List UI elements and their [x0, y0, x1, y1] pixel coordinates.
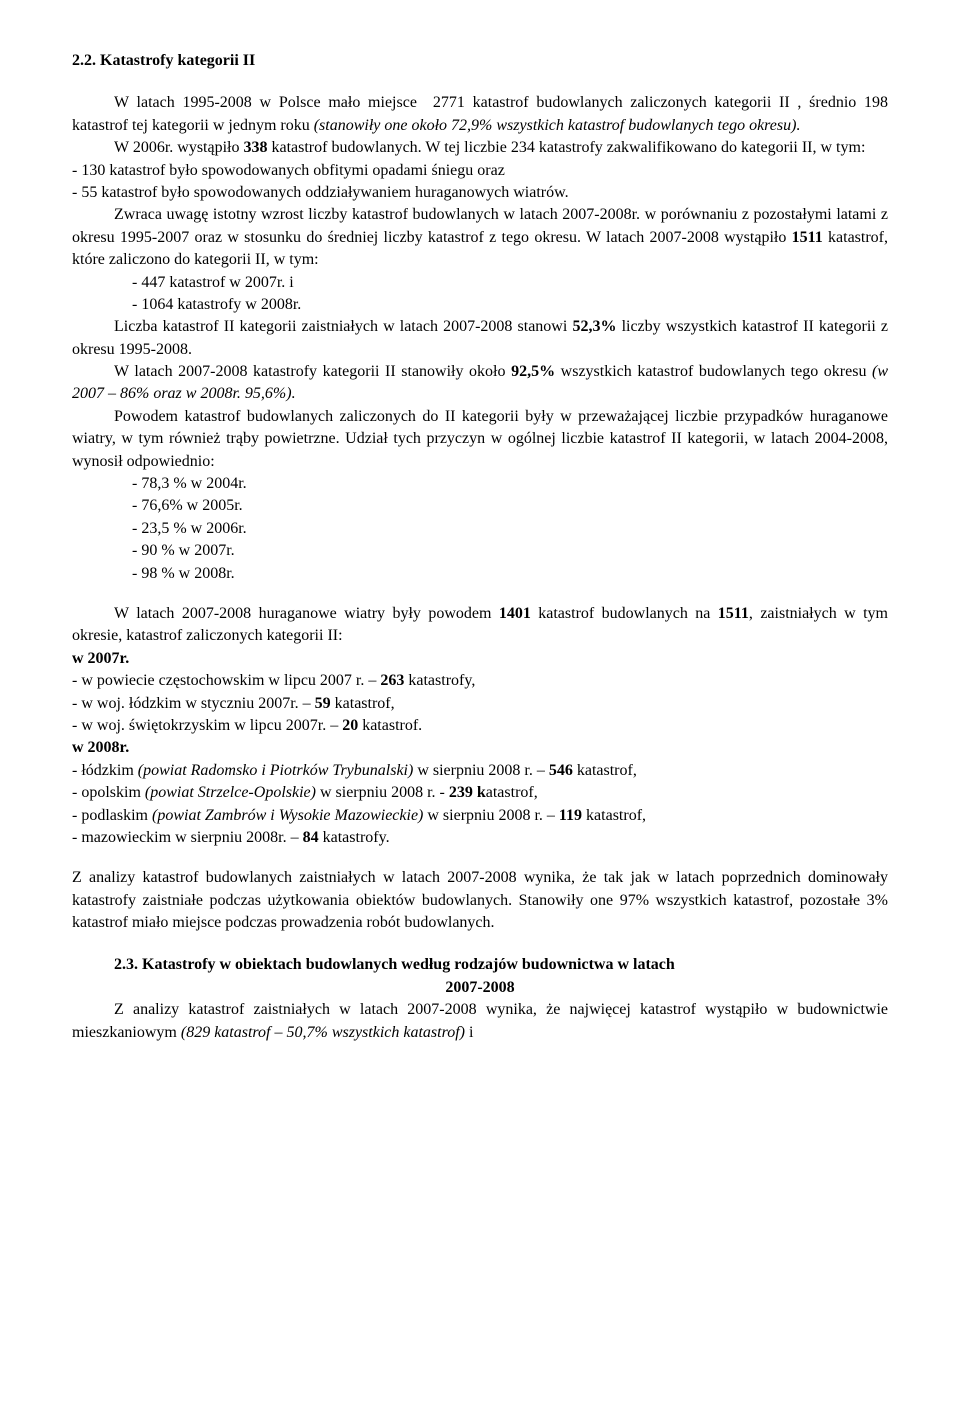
spacer: [72, 585, 888, 603]
text: W latach 2007-2008 katastrofy kategorii …: [114, 363, 511, 380]
bullet: - opolskim (powiat Strzelce-Opolskie) w …: [72, 782, 888, 804]
text: wszystkich katastrof budowlanych tego ok…: [555, 363, 872, 380]
text-bold: 338: [243, 139, 267, 156]
bullet: - 130 katastrof było spowodowanych obfit…: [72, 160, 888, 182]
text: - mazowieckim w sierpniu 2008r. –: [72, 829, 303, 846]
year-2008-label: w 2008r.: [72, 737, 888, 759]
paragraph-intro: W latach 1995-2008 w Polsce mało miejsce…: [72, 92, 888, 137]
paragraph-percent-925: W latach 2007-2008 katastrofy kategorii …: [72, 361, 888, 406]
text-bold: 1401: [499, 605, 531, 622]
text-italic: (powiat Strzelce-Opolskie): [145, 784, 316, 801]
text-bold: 119: [559, 807, 582, 824]
text: katastrof budowlanych na: [531, 605, 718, 622]
spacer: [72, 849, 888, 867]
text: - w woj. łódzkim w styczniu 2007r. –: [72, 695, 315, 712]
text: katastrofy,: [404, 672, 475, 689]
text-italic: (powiat Radomsko i Piotrków Trybunalski): [138, 762, 414, 779]
spacer: [72, 934, 888, 952]
bullet: - podlaskim (powiat Zambrów i Wysokie Ma…: [72, 805, 888, 827]
text: - w woj. świętokrzyskim w lipcu 2007r. –: [72, 717, 342, 734]
text: katastrofy.: [319, 829, 390, 846]
paragraph-2006: W 2006r. wystąpiło 338 katastrof budowla…: [72, 137, 888, 159]
text: - podlaskim: [72, 807, 152, 824]
bullet: - 1064 katastrofy w 2008r.: [72, 294, 888, 316]
bullet: - 78,3 % w 2004r.: [72, 473, 888, 495]
bullet: - łódzkim (powiat Radomsko i Piotrków Tr…: [72, 760, 888, 782]
text: W latach 2007-2008 huraganowe wiatry był…: [114, 605, 499, 622]
section-heading-23: 2.3. Katastrofy w obiektach budowlanych …: [72, 954, 888, 976]
bullet: - w woj. świętokrzyskim w lipcu 2007r. –…: [72, 715, 888, 737]
text-italic: (powiat Zambrów i Wysokie Mazowieckie): [152, 807, 423, 824]
text: katastrof budowlanych. W tej liczbie 234…: [267, 139, 865, 156]
bullet: - 447 katastrof w 2007r. i: [72, 272, 888, 294]
text: katastrof,: [573, 762, 637, 779]
text: w sierpniu 2008 r. –: [423, 807, 559, 824]
bullet: - mazowieckim w sierpniu 2008r. – 84 kat…: [72, 827, 888, 849]
text-italic: (stanowiły one około 72,9% wszystkich ka…: [314, 117, 801, 134]
paragraph-huragan: Powodem katastrof budowlanych zaliczonyc…: [72, 406, 888, 473]
text: Liczba katastrof II kategorii zaistniały…: [114, 318, 572, 335]
text: w sierpniu 2008 r. -: [316, 784, 449, 801]
bullet: - 98 % w 2008r.: [72, 563, 888, 585]
text-bold: 263: [380, 672, 404, 689]
text-bold: 239 k: [449, 784, 486, 801]
bullet: - 23,5 % w 2006r.: [72, 518, 888, 540]
text: katastrof,: [582, 807, 646, 824]
text: katastrof,: [331, 695, 395, 712]
text: - opolskim: [72, 784, 145, 801]
text: w sierpniu 2008 r. –: [413, 762, 549, 779]
spacer: [72, 74, 888, 92]
paragraph-2007-2008-intro: Zwraca uwagę istotny wzrost liczby katas…: [72, 204, 888, 271]
text-bold: 1511: [792, 229, 823, 246]
text-bold: 20: [342, 717, 358, 734]
text: i: [465, 1024, 473, 1041]
text-italic: (829 katastrof – 50,7% wszystkich katast…: [181, 1024, 465, 1041]
paragraph-analysis: Z analizy katastrof budowlanych zaistnia…: [72, 867, 888, 934]
bullet: - w woj. łódzkim w styczniu 2007r. – 59 …: [72, 693, 888, 715]
paragraph-percent-523: Liczba katastrof II kategorii zaistniały…: [72, 316, 888, 361]
text-bold: 84: [303, 829, 319, 846]
section-heading-22: 2.2. Katastrofy kategorii II: [72, 50, 888, 72]
text: W 2006r. wystąpiło: [114, 139, 243, 156]
text: - łódzkim: [72, 762, 138, 779]
text: - w powiecie częstochowskim w lipcu 2007…: [72, 672, 380, 689]
bullet: - 90 % w 2007r.: [72, 540, 888, 562]
bullet: - w powiecie częstochowskim w lipcu 2007…: [72, 670, 888, 692]
text-bold: 52,3%: [572, 318, 616, 335]
paragraph-23-intro: Z analizy katastrof zaistniałych w latac…: [72, 999, 888, 1044]
text: atastrof,: [486, 784, 538, 801]
text-bold: 92,5%: [511, 363, 555, 380]
bullet: - 76,6% w 2005r.: [72, 495, 888, 517]
text-bold: 546: [549, 762, 573, 779]
text: Zwraca uwagę istotny wzrost liczby katas…: [72, 206, 888, 245]
paragraph-1401: W latach 2007-2008 huraganowe wiatry był…: [72, 603, 888, 648]
section-heading-23-line2: 2007-2008: [72, 977, 888, 999]
text: katastrof.: [358, 717, 422, 734]
text-bold: 59: [315, 695, 331, 712]
text-bold: 1511: [718, 605, 749, 622]
year-2007-label: w 2007r.: [72, 648, 888, 670]
bullet: - 55 katastrof było spowodowanych oddzia…: [72, 182, 888, 204]
